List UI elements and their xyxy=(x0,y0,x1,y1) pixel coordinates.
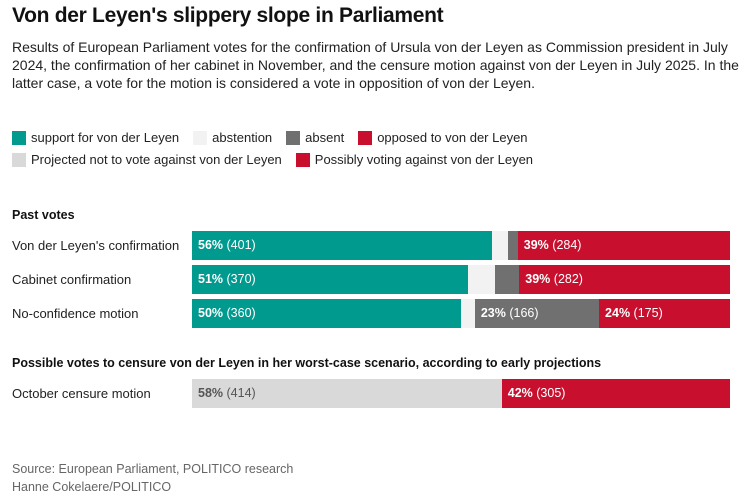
legend: support for von der Leyen abstention absen… xyxy=(12,130,542,145)
legend-swatch xyxy=(193,130,208,145)
bar-segment xyxy=(468,265,496,294)
bar-segment xyxy=(461,299,475,328)
legend-item: absent xyxy=(286,130,344,145)
bar-row: 50% (360) 23% (166) 24% (175) xyxy=(192,299,730,328)
data-label: 23% (166) xyxy=(480,306,539,320)
data-label: 56% (401) xyxy=(198,238,256,252)
data-label: 24% (175) xyxy=(605,306,663,320)
data-label: 39% (282) xyxy=(525,272,583,286)
category-label: Cabinet confirmation xyxy=(12,272,132,287)
legend-label: Projected not to vote against von der Le… xyxy=(31,152,282,167)
bar-segment xyxy=(474,299,600,328)
bar-segment xyxy=(192,299,462,328)
legend-item: abstention xyxy=(193,130,272,145)
data-label: 39% (284) xyxy=(523,238,582,252)
bar-segment xyxy=(192,231,492,260)
data-label: 58% (414) xyxy=(198,386,256,400)
legend-label: support for von der Leyen xyxy=(31,130,180,145)
bar-segment xyxy=(599,299,730,328)
category-label: October censure motion xyxy=(12,386,151,401)
category-label: Von der Leyen's confirmation xyxy=(12,238,180,253)
bar-segment xyxy=(495,265,520,294)
data-label: 51% (370) xyxy=(198,272,256,286)
category-label: No-confidence motion xyxy=(12,306,139,321)
bar-segment xyxy=(508,231,518,260)
legend: Projected not to vote against von der Le… xyxy=(12,152,547,167)
legend-item: Possibly voting against von der Leyen xyxy=(295,152,534,167)
bar-segment xyxy=(517,231,730,260)
chart-title: Von der Leyen's slippery slope in Parlia… xyxy=(12,4,444,27)
legend-label: opposed to von der Leyen xyxy=(377,130,528,145)
legend-swatch xyxy=(12,130,26,145)
legend-item: support for von der Leyen xyxy=(12,130,179,145)
bar-segment xyxy=(519,265,730,294)
legend-item: Projected not to vote against von der Le… xyxy=(12,152,282,167)
legend-swatch xyxy=(12,152,26,167)
bar-row: 56% (401) 39% (284) xyxy=(192,231,730,260)
bar-segment xyxy=(192,379,502,408)
bar-row: 58% (414) 42% (305) xyxy=(192,379,730,408)
legend-label: abstention xyxy=(212,130,273,145)
legend-label: Possibly voting against von der Leyen xyxy=(314,152,534,167)
data-label: 50% (360) xyxy=(198,306,256,320)
group-title: Possible votes to censure von der Leyen … xyxy=(12,356,602,370)
bar-row: 51% (370) 39% (282) xyxy=(192,265,730,294)
bar-segment xyxy=(192,265,469,294)
group-title: Past votes xyxy=(12,208,75,222)
chart-subtitle: Results of European Parliament votes for… xyxy=(12,39,739,91)
source-note: Hanne Cokelaere/POLITICO xyxy=(12,480,172,494)
data-label: 42% (305) xyxy=(507,386,566,400)
bar-segment xyxy=(501,379,730,408)
legend-swatch xyxy=(358,130,373,145)
bar-segment xyxy=(491,231,509,260)
legend-item: opposed to von der Leyen xyxy=(358,130,528,145)
legend-swatch xyxy=(295,152,310,167)
legend-label: absent xyxy=(305,130,345,145)
source-note: Source: European Parliament, POLITICO re… xyxy=(12,462,294,476)
legend-swatch xyxy=(286,130,301,145)
